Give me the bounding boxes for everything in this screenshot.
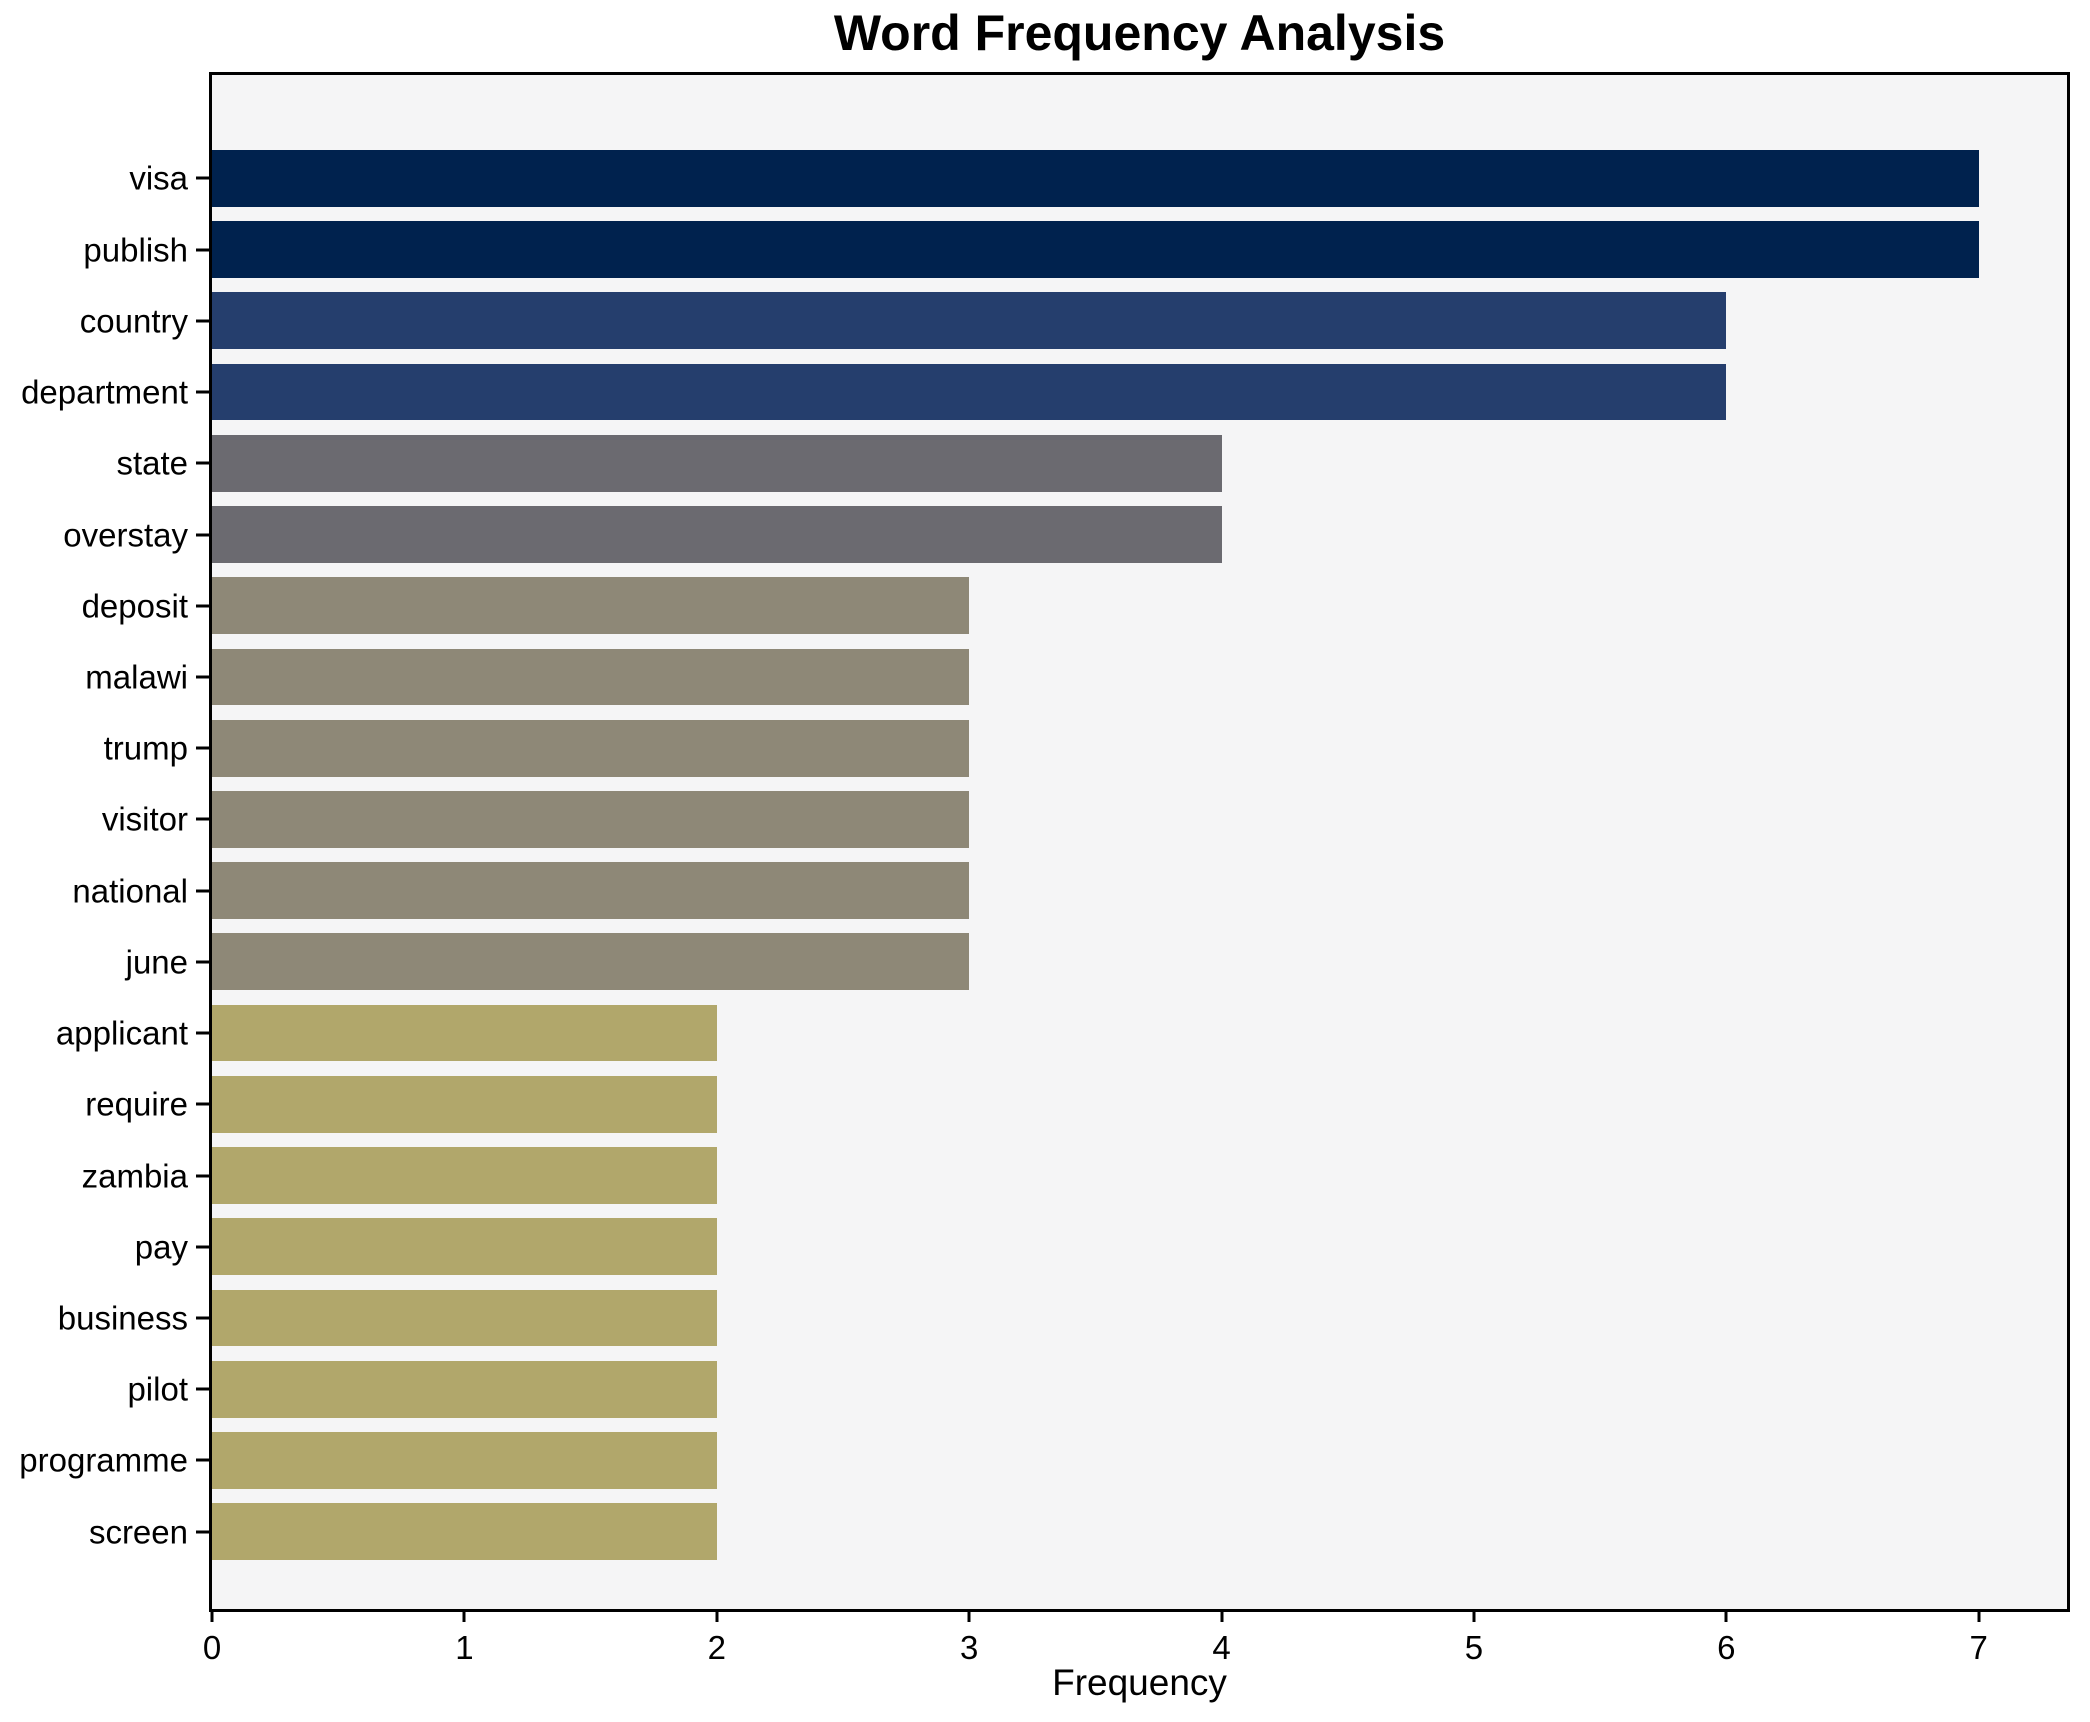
bar-national xyxy=(212,862,970,920)
x-tick-7 xyxy=(1977,1609,1981,1622)
y-tick-label-deposit: deposit xyxy=(81,587,188,625)
y-tick-visitor xyxy=(196,817,209,821)
bar-state xyxy=(212,434,1222,492)
x-tick-6 xyxy=(1724,1609,1728,1622)
x-axis-label: Frequency xyxy=(1052,1662,1227,1703)
bar-visa xyxy=(212,150,1979,207)
y-tick-trump xyxy=(196,746,209,750)
y-tick-label-department: department xyxy=(21,373,188,411)
bar-business xyxy=(212,1289,717,1347)
y-tick-country xyxy=(196,319,209,323)
y-tick-label-june: june xyxy=(125,943,188,981)
y-tick-zambia xyxy=(196,1174,209,1178)
y-tick-label-programme: programme xyxy=(19,1441,188,1479)
bar-deposit xyxy=(212,577,970,635)
plot-area: visa publish country department state oversta… xyxy=(19,72,2070,1664)
bar-screen xyxy=(212,1503,717,1561)
y-tick-label-applicant: applicant xyxy=(55,1014,188,1052)
y-tick-label-national: national xyxy=(72,872,188,910)
x-tick-label-4: 4 xyxy=(1212,1629,1231,1666)
x-tick-label-2: 2 xyxy=(707,1629,726,1666)
bar-visitor xyxy=(212,791,970,848)
y-tick-label-zambia: zambia xyxy=(81,1157,188,1195)
y-tick-label-state: state xyxy=(116,444,188,482)
y-tick-label-country: country xyxy=(79,302,188,340)
y-tick-publish xyxy=(196,248,209,252)
x-tick-label-1: 1 xyxy=(455,1629,474,1666)
x-tick-1 xyxy=(462,1609,466,1622)
y-tick-label-publish: publish xyxy=(83,231,188,269)
x-tick-0 xyxy=(210,1609,214,1622)
y-tick-label-pay: pay xyxy=(134,1228,188,1266)
y-tick-label-screen: screen xyxy=(88,1513,188,1551)
y-tick-label-visa: visa xyxy=(129,159,188,197)
x-tick-label-6: 6 xyxy=(1717,1629,1736,1666)
bar-applicant xyxy=(212,1004,717,1062)
bar-country xyxy=(212,292,1727,350)
y-tick-national xyxy=(196,889,209,893)
y-tick-business xyxy=(196,1316,209,1320)
bar-june xyxy=(212,933,970,991)
y-tick-label-require: require xyxy=(85,1085,188,1123)
y-tick-label-malawi: malawi xyxy=(85,658,188,696)
x-tick-4 xyxy=(1220,1609,1224,1622)
bar-department xyxy=(212,363,1727,421)
bar-require xyxy=(212,1075,717,1133)
y-tick-visa xyxy=(196,176,209,180)
y-tick-label-business: business xyxy=(57,1299,188,1337)
x-tick-5 xyxy=(1472,1609,1476,1622)
bar-pilot xyxy=(212,1360,717,1418)
x-tick-label-7: 7 xyxy=(1969,1629,1988,1666)
y-tick-applicant xyxy=(196,1031,209,1035)
y-tick-department xyxy=(196,390,209,394)
bar-pay xyxy=(212,1218,717,1276)
bar-malawi xyxy=(212,648,970,706)
y-tick-state xyxy=(196,461,209,465)
x-tick-label-3: 3 xyxy=(959,1629,979,1666)
x-tick-2 xyxy=(715,1609,719,1622)
y-tick-label-pilot: pilot xyxy=(127,1370,188,1408)
y-tick-deposit xyxy=(196,604,209,608)
chart-title: Word Frequency Analysis xyxy=(833,5,1446,61)
x-tick-label-0: 0 xyxy=(202,1629,222,1666)
y-tick-require xyxy=(196,1102,209,1106)
y-tick-pilot xyxy=(196,1387,209,1391)
y-tick-pay xyxy=(196,1245,209,1249)
y-tick-malawi xyxy=(196,675,209,679)
y-tick-screen xyxy=(196,1530,209,1534)
y-tick-label-visitor: visitor xyxy=(101,800,188,838)
y-tick-label-trump: trump xyxy=(103,729,188,767)
bar-programme xyxy=(212,1432,717,1489)
bar-overstay xyxy=(212,506,1222,563)
y-tick-june xyxy=(196,960,209,964)
y-tick-overstay xyxy=(196,533,209,537)
bar-zambia xyxy=(212,1147,717,1204)
bar-trump xyxy=(212,719,970,777)
y-tick-programme xyxy=(196,1458,209,1462)
bar-publish xyxy=(212,221,1979,278)
x-tick-label-5: 5 xyxy=(1464,1629,1484,1666)
x-tick-3 xyxy=(967,1609,971,1622)
y-tick-label-overstay: overstay xyxy=(63,516,188,554)
